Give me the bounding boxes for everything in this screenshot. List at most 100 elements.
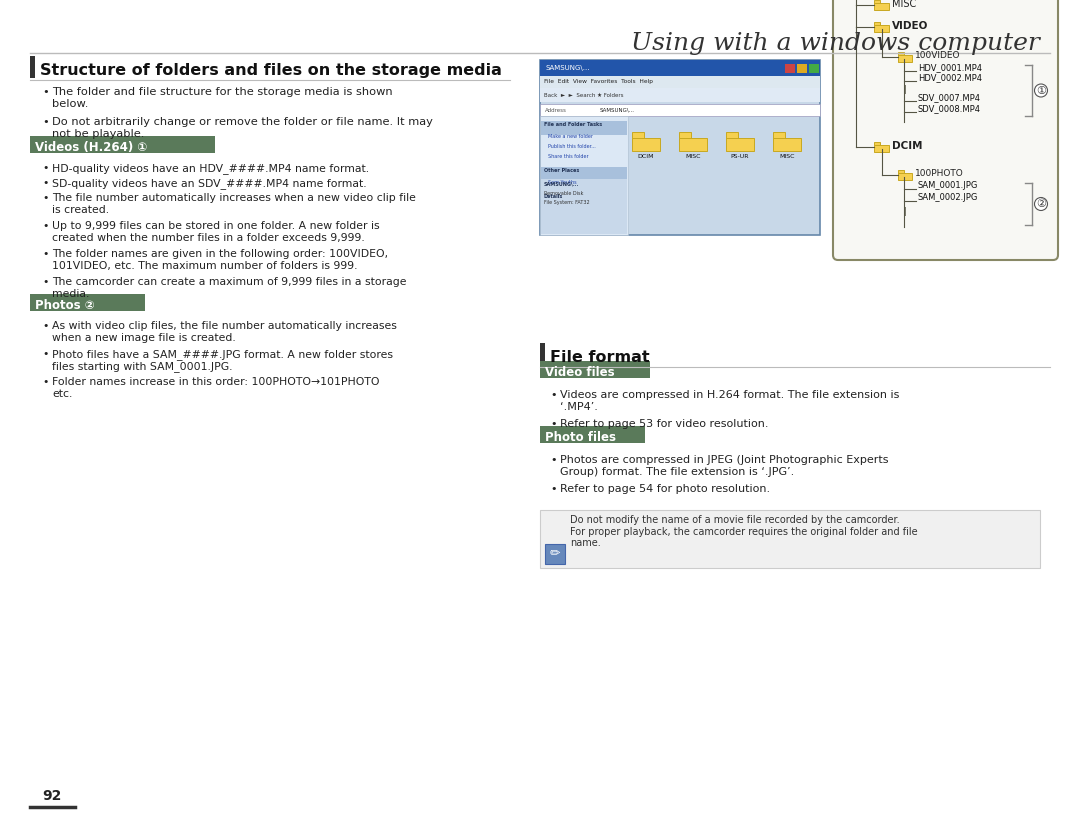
Text: The folder names are given in the following order: 100VIDEO,
101VIDEO, etc. The : The folder names are given in the follow… (52, 249, 388, 271)
Bar (540, 343, 545, 365)
Text: Refer to page 54 for photo resolution.: Refer to page 54 for photo resolution. (561, 484, 770, 494)
Bar (540, 76, 820, 88)
Text: Publish this folder...: Publish this folder... (548, 144, 596, 149)
Text: Address: Address (545, 107, 567, 112)
Text: Back  ►  ►  Search ★ Folders: Back ► ► Search ★ Folders (544, 92, 623, 97)
Text: Photos are compressed in JPEG (Joint Photographic Experts
Group) format. The fil: Photos are compressed in JPEG (Joint Pho… (561, 455, 889, 477)
Bar (540, 510, 1040, 568)
Bar (874, 0, 880, 3)
Bar (897, 173, 912, 180)
Text: •: • (42, 349, 49, 359)
Circle shape (1035, 84, 1048, 97)
Text: Sam Youths: Sam Youths (548, 181, 577, 186)
Text: The file number automatically increases when a new video clip file
is created.: The file number automatically increases … (52, 193, 416, 214)
Bar (726, 138, 754, 151)
Bar (30, 294, 145, 311)
Bar (632, 132, 644, 139)
Text: SD-quality videos have an SDV_####.MP4 name format.: SD-quality videos have an SDV_####.MP4 n… (52, 178, 366, 189)
Text: SDV_0008.MP4: SDV_0008.MP4 (918, 105, 981, 114)
Text: DCIM: DCIM (638, 154, 654, 159)
Bar (540, 60, 820, 76)
Bar (797, 64, 807, 73)
Bar (541, 179, 627, 234)
Bar (541, 121, 627, 135)
Text: File and Folder Tasks: File and Folder Tasks (544, 122, 603, 128)
Bar (540, 104, 820, 116)
Text: Refer to page 53 for video resolution.: Refer to page 53 for video resolution. (561, 419, 769, 429)
FancyBboxPatch shape (833, 0, 1058, 260)
Bar (874, 142, 880, 145)
Text: Removable Disk: Removable Disk (544, 191, 583, 196)
Bar (540, 116, 627, 235)
Bar (632, 138, 660, 151)
Text: •: • (42, 321, 49, 331)
Text: SAM_0001.JPG: SAM_0001.JPG (918, 182, 978, 191)
Text: Do not arbitrarily change or remove the folder or file name. It may
not be playa: Do not arbitrarily change or remove the … (52, 117, 433, 139)
Bar (773, 132, 785, 139)
Text: Up to 9,999 files can be stored in one folder. A new folder is
created when the : Up to 9,999 files can be stored in one f… (52, 221, 380, 243)
Text: |: | (904, 86, 906, 95)
Text: Other Places: Other Places (544, 168, 579, 173)
Text: SAMSUNG\...: SAMSUNG\... (600, 107, 635, 112)
Text: Folder names increase in this order: 100PHOTO→101PHOTO
etc.: Folder names increase in this order: 100… (52, 377, 379, 398)
Text: Video files: Video files (545, 366, 615, 379)
Text: SDV_0007.MP4: SDV_0007.MP4 (918, 93, 981, 102)
Bar (679, 132, 691, 139)
Bar (874, 25, 889, 32)
Bar (679, 138, 707, 151)
Text: •: • (42, 221, 49, 231)
Text: ②: ② (1036, 199, 1047, 209)
Bar (30, 56, 35, 78)
Text: As with video clip files, the file number automatically increases
when a new ima: As with video clip files, the file numbe… (52, 321, 396, 342)
Text: VIDEO: VIDEO (892, 21, 929, 31)
Text: Make a new folder: Make a new folder (548, 134, 593, 139)
Bar (540, 361, 650, 378)
Text: DCIM: DCIM (892, 141, 922, 151)
Text: MISC: MISC (780, 154, 795, 159)
Bar (785, 64, 795, 73)
Text: Structure of folders and files on the storage media: Structure of folders and files on the st… (40, 63, 502, 78)
Text: •: • (42, 163, 49, 173)
Text: SAM_0002.JPG: SAM_0002.JPG (918, 194, 978, 202)
Bar (540, 426, 645, 443)
Text: Share this folder: Share this folder (548, 154, 589, 159)
Text: •: • (550, 390, 556, 400)
Text: SAMSUNG\...: SAMSUNG\... (544, 181, 579, 186)
Text: Photo files have a SAM_####.JPG format. A new folder stores
files starting with : Photo files have a SAM_####.JPG format. … (52, 349, 393, 372)
Text: |: | (904, 206, 906, 215)
Bar (874, 145, 889, 152)
Text: Details: Details (544, 195, 564, 200)
Text: •: • (42, 117, 49, 127)
Bar (541, 193, 627, 207)
Circle shape (1035, 197, 1048, 210)
Text: ✏: ✏ (550, 548, 561, 560)
Text: HD-quality videos have an HDV_####.MP4 name format.: HD-quality videos have an HDV_####.MP4 n… (52, 163, 369, 174)
Text: 100VIDEO: 100VIDEO (915, 51, 960, 60)
Bar (897, 53, 904, 56)
Text: Using with a windows computer: Using with a windows computer (631, 32, 1040, 55)
Text: Videos (H.264) ①: Videos (H.264) ① (35, 141, 147, 154)
Bar (540, 60, 820, 235)
Text: Videos are compressed in H.264 format. The file extension is
‘.MP4’.: Videos are compressed in H.264 format. T… (561, 390, 900, 412)
Bar (541, 167, 627, 181)
Text: The camcorder can create a maximum of 9,999 files in a storage
media.: The camcorder can create a maximum of 9,… (52, 277, 406, 299)
Text: •: • (42, 87, 49, 97)
Text: PS-UR: PS-UR (731, 154, 750, 159)
Text: File  Edit  View  Favorites  Tools  Help: File Edit View Favorites Tools Help (544, 79, 653, 84)
Bar (897, 55, 912, 62)
Text: •: • (550, 484, 556, 494)
Text: •: • (550, 455, 556, 465)
Text: HDV_0001.MP4: HDV_0001.MP4 (918, 64, 982, 73)
Text: Photo files: Photo files (545, 431, 616, 444)
Bar (30, 136, 215, 153)
Text: 92: 92 (42, 789, 62, 803)
Text: MISC: MISC (892, 0, 916, 9)
Text: ①: ① (1036, 86, 1047, 96)
Text: File System: FAT32: File System: FAT32 (544, 200, 590, 205)
Text: •: • (42, 249, 49, 259)
Text: •: • (42, 193, 49, 203)
Text: •: • (42, 178, 49, 188)
Bar (897, 171, 904, 174)
Bar (726, 132, 738, 139)
Text: HDV_0002.MP4: HDV_0002.MP4 (918, 73, 982, 82)
